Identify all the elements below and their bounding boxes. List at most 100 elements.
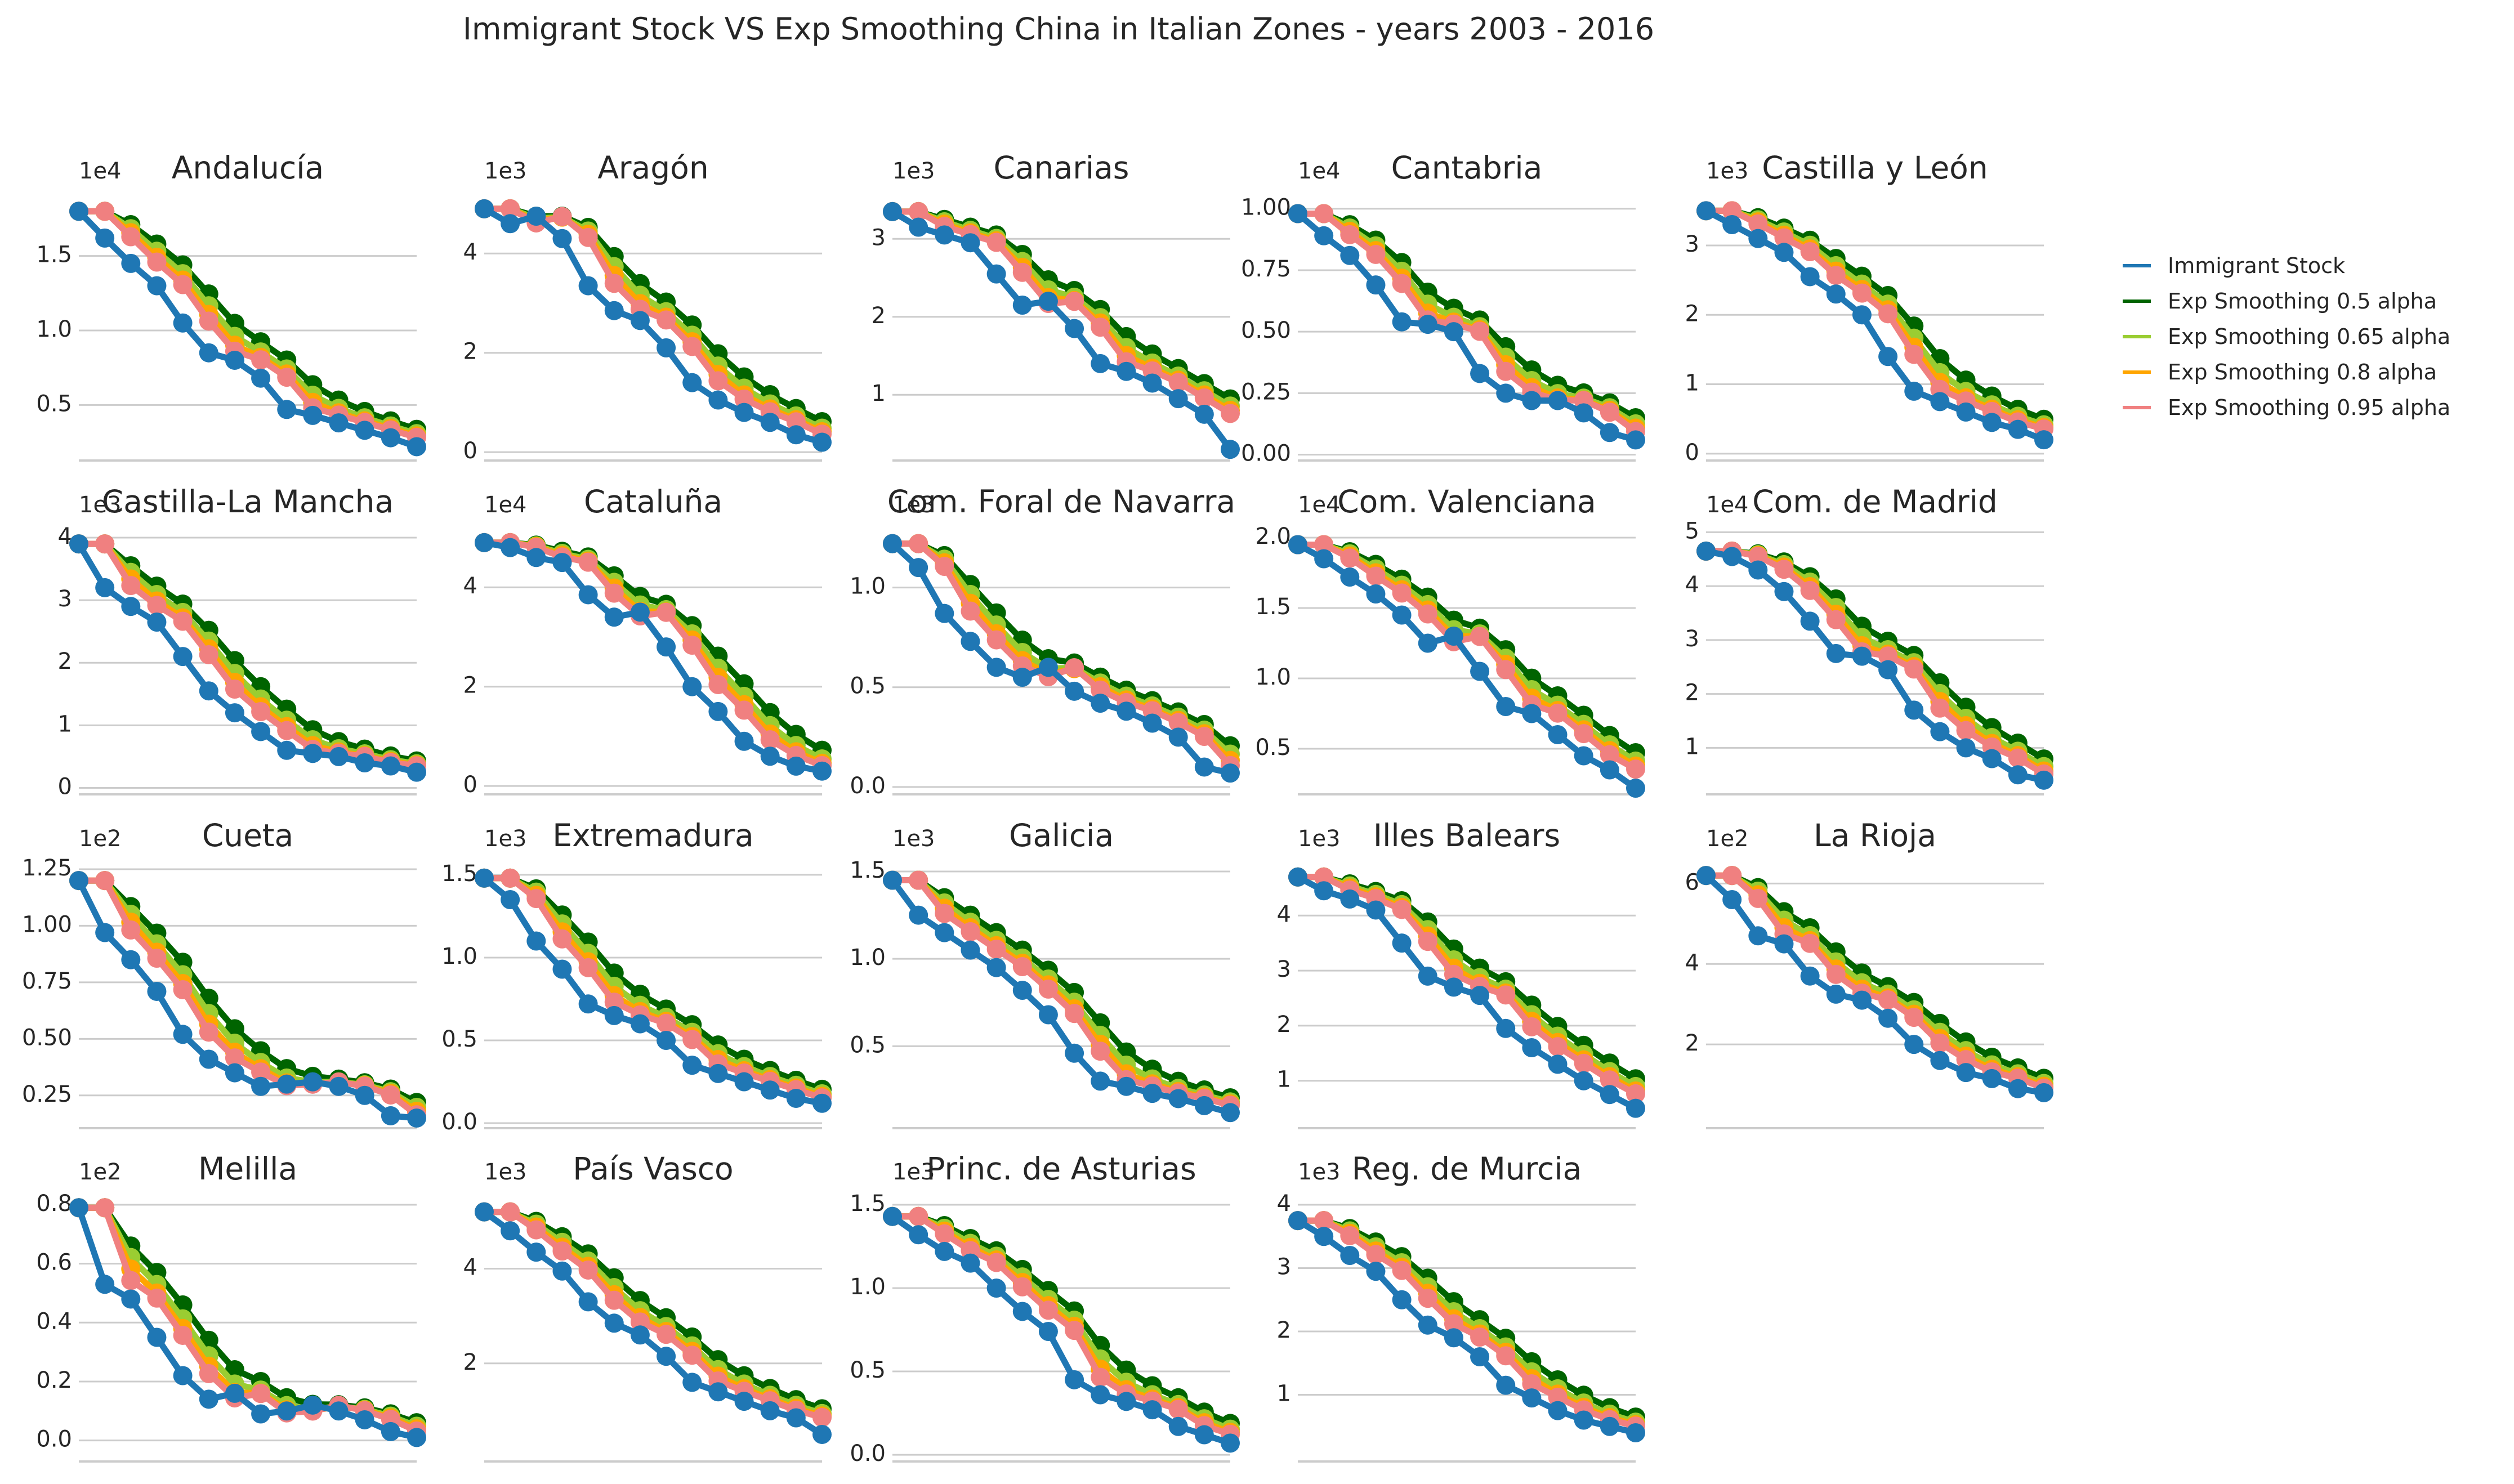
point-exp-smoothing-0.95 bbox=[1221, 404, 1240, 423]
axis-offset-label: 1e4 bbox=[1298, 158, 1341, 184]
point-exp-smoothing-0.95 bbox=[604, 583, 624, 603]
point-exp-smoothing-0.95 bbox=[1626, 1084, 1645, 1103]
point-immigrant-stock bbox=[657, 637, 676, 657]
point-immigrant-stock bbox=[1904, 700, 1924, 720]
point-exp-smoothing-0.95 bbox=[1340, 225, 1360, 244]
point-immigrant-stock bbox=[251, 368, 271, 388]
subplot-title: Canarias bbox=[994, 150, 1129, 186]
point-immigrant-stock bbox=[1696, 201, 1716, 221]
axis-offset-label: 1e3 bbox=[892, 158, 935, 184]
axis-offset-label: 1e3 bbox=[892, 826, 935, 852]
point-immigrant-stock bbox=[1194, 1425, 1214, 1445]
point-exp-smoothing-0.95 bbox=[381, 1085, 400, 1105]
point-immigrant-stock bbox=[682, 1056, 702, 1075]
point-immigrant-stock bbox=[883, 1206, 902, 1226]
y-tick-label: 0.50 bbox=[22, 1025, 72, 1051]
y-tick-label: 0 bbox=[58, 774, 72, 799]
point-immigrant-stock bbox=[1982, 749, 2002, 768]
point-exp-smoothing-0.95 bbox=[121, 576, 141, 595]
y-tick-label: 0.6 bbox=[36, 1250, 72, 1276]
point-immigrant-stock bbox=[552, 1261, 572, 1281]
axis-offset-label: 1e4 bbox=[79, 158, 122, 184]
point-immigrant-stock bbox=[552, 959, 572, 979]
point-exp-smoothing-0.95 bbox=[682, 1346, 702, 1365]
point-immigrant-stock bbox=[1878, 660, 1898, 680]
point-immigrant-stock bbox=[69, 202, 88, 221]
y-tick-label: 0.5 bbox=[850, 673, 886, 699]
point-exp-smoothing-0.95 bbox=[1522, 1017, 1542, 1036]
point-exp-smoothing-0.95 bbox=[95, 871, 115, 891]
point-exp-smoothing-0.95 bbox=[961, 601, 980, 621]
point-exp-smoothing-0.95 bbox=[225, 680, 244, 699]
point-exp-smoothing-0.95 bbox=[1548, 703, 1568, 723]
point-exp-smoothing-0.95 bbox=[578, 958, 598, 977]
point-immigrant-stock bbox=[1288, 535, 1307, 555]
point-immigrant-stock bbox=[986, 958, 1006, 977]
y-tick-label: 0.75 bbox=[1241, 256, 1291, 282]
legend-label: Exp Smoothing 0.95 alpha bbox=[2168, 395, 2451, 420]
series-line-exp-smoothing-0.5 bbox=[484, 875, 823, 1093]
point-exp-smoothing-0.95 bbox=[552, 929, 572, 949]
point-immigrant-stock bbox=[475, 1202, 494, 1222]
point-immigrant-stock bbox=[1600, 1416, 1619, 1436]
point-immigrant-stock bbox=[1444, 977, 1463, 997]
point-exp-smoothing-0.95 bbox=[173, 275, 193, 294]
point-exp-smoothing-0.95 bbox=[1800, 580, 1820, 600]
subplot-title: La Rioja bbox=[1814, 817, 1936, 853]
y-tick-label: 1.5 bbox=[850, 857, 886, 883]
y-tick-label: 0.75 bbox=[22, 968, 72, 994]
point-immigrant-stock bbox=[1774, 582, 1794, 601]
point-immigrant-stock bbox=[1826, 643, 1846, 663]
point-immigrant-stock bbox=[501, 538, 520, 557]
point-immigrant-stock bbox=[1117, 701, 1136, 721]
point-immigrant-stock bbox=[475, 533, 494, 552]
point-immigrant-stock bbox=[1548, 1401, 1568, 1420]
point-immigrant-stock bbox=[1038, 658, 1058, 677]
point-immigrant-stock bbox=[251, 1076, 271, 1096]
legend-label: Exp Smoothing 0.65 alpha bbox=[2168, 324, 2451, 349]
point-exp-smoothing-0.95 bbox=[1496, 1346, 1516, 1366]
point-immigrant-stock bbox=[734, 731, 754, 751]
point-immigrant-stock bbox=[1930, 722, 1950, 741]
point-immigrant-stock bbox=[1392, 1290, 1412, 1309]
point-exp-smoothing-0.95 bbox=[1826, 964, 1846, 984]
point-immigrant-stock bbox=[812, 432, 832, 452]
point-exp-smoothing-0.95 bbox=[657, 1013, 676, 1033]
legend-label: Exp Smoothing 0.5 alpha bbox=[2168, 288, 2437, 314]
y-tick-label: 1.25 bbox=[22, 855, 72, 881]
point-exp-smoothing-0.95 bbox=[682, 337, 702, 356]
point-immigrant-stock bbox=[1878, 1008, 1898, 1028]
point-immigrant-stock bbox=[355, 753, 374, 772]
point-immigrant-stock bbox=[734, 403, 754, 422]
point-exp-smoothing-0.95 bbox=[277, 368, 297, 387]
y-tick-label: 1.0 bbox=[36, 316, 72, 342]
chart-title: Immigrant Stock VS Exp Smoothing China i… bbox=[462, 11, 1655, 47]
point-exp-smoothing-0.95 bbox=[682, 1030, 702, 1049]
point-exp-smoothing-0.95 bbox=[1904, 1008, 1924, 1027]
point-immigrant-stock bbox=[1548, 725, 1568, 744]
y-tick-label: 0.00 bbox=[1241, 441, 1291, 467]
point-immigrant-stock bbox=[147, 1327, 167, 1347]
point-immigrant-stock bbox=[1314, 549, 1334, 569]
subplot-3: 0.00 0.25 0.50 0.75 1.00 1e4 Cantabria bbox=[1241, 150, 1645, 467]
point-exp-smoothing-0.95 bbox=[173, 1325, 193, 1345]
point-exp-smoothing-0.95 bbox=[961, 922, 980, 941]
point-exp-smoothing-0.95 bbox=[986, 1253, 1006, 1272]
point-exp-smoothing-0.95 bbox=[1091, 1367, 1110, 1387]
point-immigrant-stock bbox=[1012, 1302, 1032, 1321]
y-tick-label: 4 bbox=[463, 239, 477, 265]
point-exp-smoothing-0.95 bbox=[986, 940, 1006, 959]
point-immigrant-stock bbox=[1496, 1375, 1516, 1395]
point-exp-smoothing-0.95 bbox=[526, 1220, 546, 1240]
point-exp-smoothing-0.95 bbox=[552, 1241, 572, 1261]
point-exp-smoothing-0.95 bbox=[1366, 566, 1386, 586]
point-immigrant-stock bbox=[1600, 1085, 1619, 1105]
y-tick-label: 3 bbox=[1277, 956, 1291, 982]
point-immigrant-stock bbox=[475, 199, 494, 218]
point-exp-smoothing-0.95 bbox=[1496, 361, 1516, 381]
legend-swatch bbox=[2123, 405, 2151, 409]
point-exp-smoothing-0.95 bbox=[657, 602, 676, 622]
y-tick-label: 1.5 bbox=[441, 861, 477, 887]
point-exp-smoothing-0.95 bbox=[121, 920, 141, 940]
